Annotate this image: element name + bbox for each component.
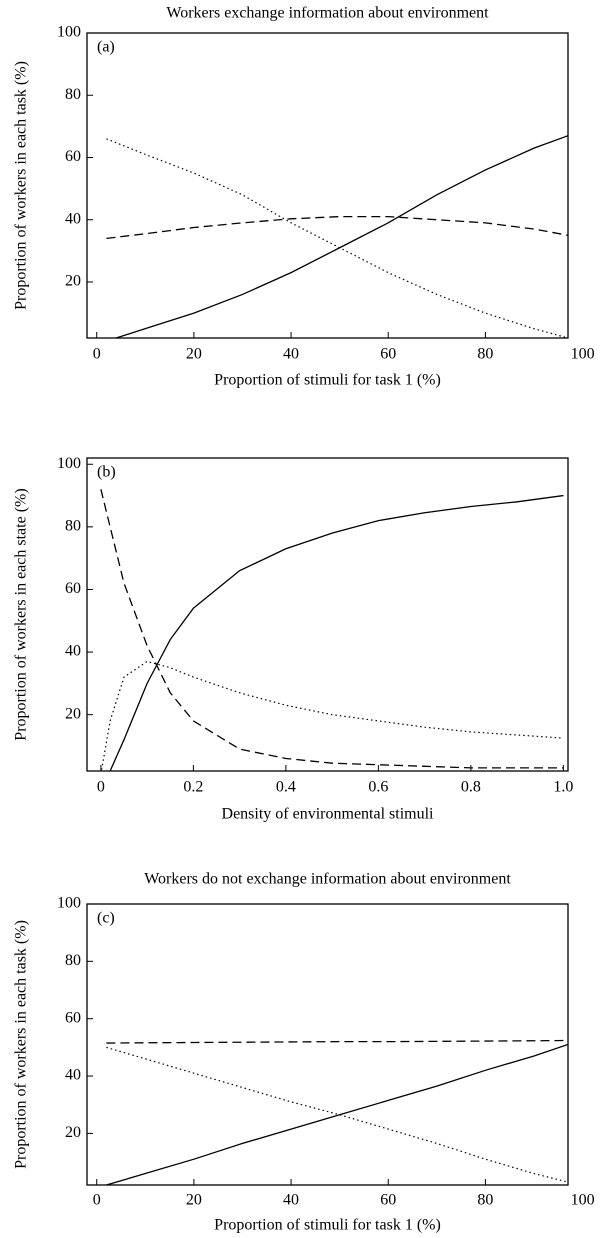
x-tick-label: 40: [283, 346, 299, 363]
x-tick-label: 80: [477, 346, 493, 363]
series-line: [106, 1039, 568, 1044]
y-tick-label: 100: [57, 455, 81, 472]
x-tick-label: 1.0: [553, 779, 573, 796]
panel-label: (b): [97, 464, 116, 481]
y-tick-label: 60: [65, 580, 81, 597]
series-line: [100, 489, 564, 769]
y-axis-label: Proportion of workers in each task (%): [13, 61, 30, 310]
chart-title: Workers do not exchange information abou…: [144, 871, 511, 888]
x-axis-label: Density of environmental stimuli: [222, 806, 435, 823]
y-tick-label: 80: [65, 86, 81, 103]
x-axis-label: Proportion of stimuli for task 1 (%): [214, 372, 441, 389]
plot-frame: [86, 903, 569, 1186]
y-tick-label: 80: [65, 952, 81, 969]
y-tick-label: 100: [57, 24, 81, 41]
x-tick-label: 40: [283, 1192, 299, 1209]
series-line: [106, 1043, 568, 1185]
x-tick-label: 20: [186, 346, 202, 363]
y-axis-label: Proportion of workers in each task (%): [13, 920, 30, 1169]
x-tick-label: 0: [93, 346, 101, 363]
series-line: [100, 660, 564, 771]
series-line: [108, 494, 564, 771]
series-line: [106, 215, 568, 240]
x-tick-label: 20: [186, 1192, 202, 1209]
panel-label: (a): [97, 39, 115, 56]
x-tick-label: 0: [97, 779, 105, 796]
series-line: [106, 138, 568, 338]
y-tick-label: 60: [65, 1009, 81, 1026]
y-tick-label: 20: [65, 1124, 81, 1141]
y-tick-label: 20: [65, 705, 81, 722]
chart-title: Workers exchange information about envir…: [166, 5, 489, 22]
plot-frame: [86, 457, 569, 772]
y-tick-label: 100: [57, 895, 81, 912]
x-tick-label: 60: [380, 1192, 396, 1209]
x-tick-label: 0: [93, 1192, 101, 1209]
x-tick-label: 100: [571, 1192, 595, 1209]
y-tick-label: 20: [65, 273, 81, 290]
panel-label: (c): [97, 910, 115, 927]
x-tick-label: 0.8: [461, 779, 481, 796]
series-line: [106, 1046, 568, 1183]
y-axis-label: Proportion of workers in each state (%): [13, 488, 30, 740]
x-tick-label: 0.6: [368, 779, 388, 796]
x-tick-label: 0.2: [183, 779, 203, 796]
x-axis-label: Proportion of stimuli for task 1 (%): [214, 1217, 441, 1234]
x-tick-label: 100: [571, 346, 595, 363]
y-tick-label: 80: [65, 518, 81, 535]
x-tick-label: 60: [380, 346, 396, 363]
x-tick-label: 0.4: [276, 779, 296, 796]
x-tick-label: 80: [477, 1192, 493, 1209]
y-tick-label: 40: [65, 210, 81, 227]
plot-frame: [86, 32, 569, 339]
y-tick-label: 40: [65, 643, 81, 660]
y-tick-label: 60: [65, 148, 81, 165]
series-line: [114, 135, 568, 338]
y-tick-label: 40: [65, 1067, 81, 1084]
